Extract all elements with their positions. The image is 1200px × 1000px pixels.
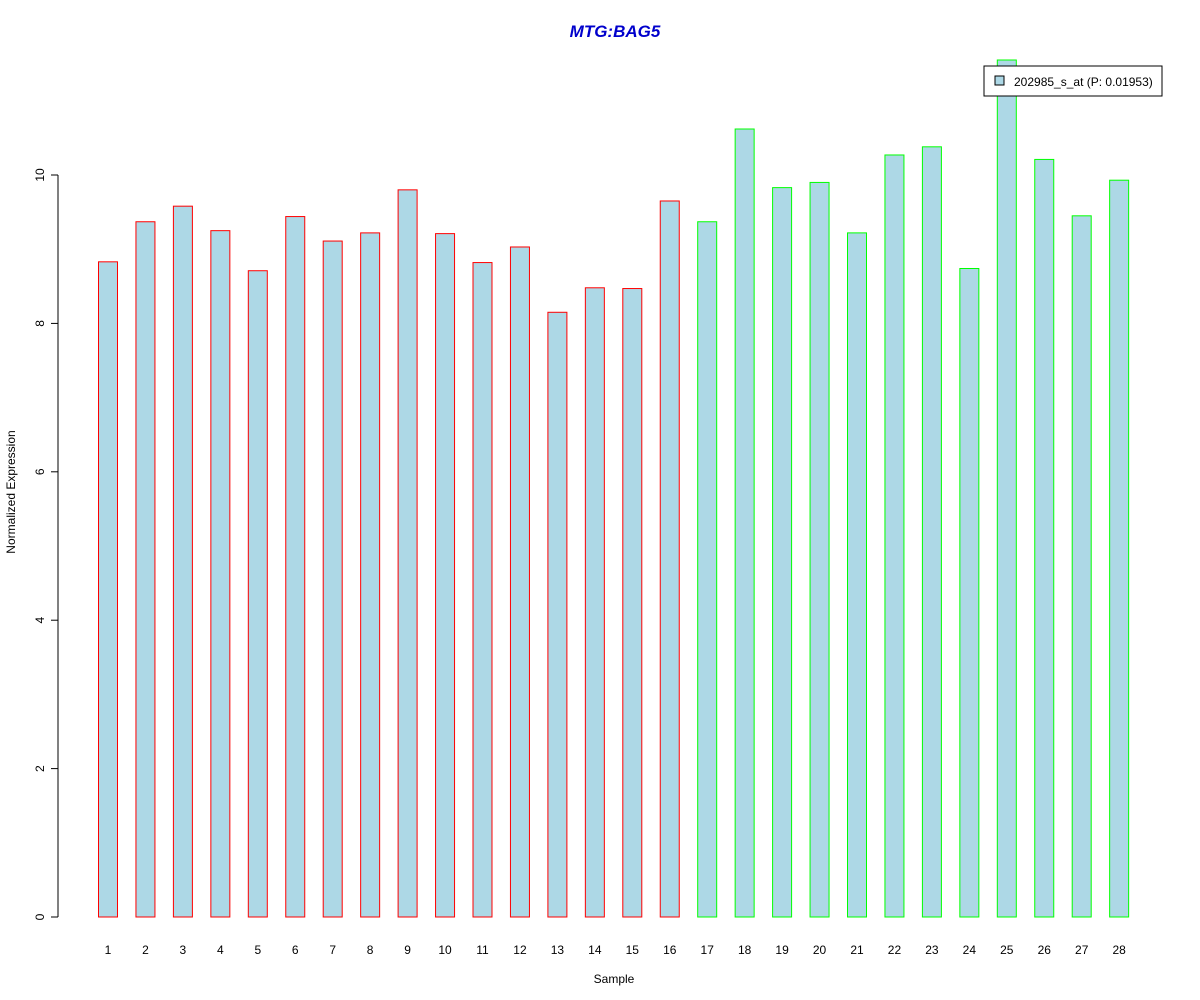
x-tick-label: 9 xyxy=(404,943,411,957)
x-tick-label: 28 xyxy=(1112,943,1126,957)
x-tick-label: 8 xyxy=(367,943,374,957)
x-tick-label: 18 xyxy=(738,943,752,957)
legend-box xyxy=(983,65,1163,97)
x-tick-label: 17 xyxy=(701,943,715,957)
y-axis: 0 2 4 6 8 10 xyxy=(33,168,59,920)
bar-sample-22 xyxy=(884,154,905,918)
y-tick-label: 8 xyxy=(33,320,47,327)
x-axis-title: Sample xyxy=(594,972,635,986)
bar-sample-21 xyxy=(847,232,867,918)
bar-sample-5 xyxy=(247,270,268,918)
x-tick-label: 4 xyxy=(217,943,224,957)
bar-sample-19 xyxy=(772,187,793,918)
y-tick-label: 10 xyxy=(33,168,47,182)
bar-sample-27 xyxy=(1071,215,1092,918)
x-tick-label: 25 xyxy=(1000,943,1014,957)
x-tick-label: 5 xyxy=(254,943,261,957)
y-tick-label: 6 xyxy=(33,468,47,475)
bar-sample-2 xyxy=(135,221,156,918)
x-tick-labels: 1 2 3 4 5 6 7 8 9 10 11 12 13 14 15 16 17 18 19 20 21 22 23 24 2… xyxy=(105,943,1126,957)
bar-sample-11 xyxy=(472,262,493,918)
x-tick-label: 7 xyxy=(329,943,336,957)
x-tick-label: 24 xyxy=(963,943,977,957)
x-tick-label: 6 xyxy=(292,943,299,957)
y-tick-label: 4 xyxy=(33,617,47,624)
bar-sample-25 xyxy=(996,59,1017,918)
bar-sample-12 xyxy=(509,246,530,918)
bar-sample-4 xyxy=(210,230,231,918)
legend-label: 202985_s_at (P: 0.01953) xyxy=(1014,75,1153,89)
y-tick-label: 0 xyxy=(33,913,47,920)
x-tick-label: 12 xyxy=(513,943,527,957)
bar-sample-1 xyxy=(98,261,118,918)
y-axis-title: Normalized Expression xyxy=(4,430,18,553)
legend-swatch xyxy=(994,75,1005,86)
y-tick-label: 2 xyxy=(33,765,47,772)
x-tick-label: 1 xyxy=(105,943,112,957)
bar-sample-24 xyxy=(959,267,980,918)
x-tick-label: 13 xyxy=(551,943,565,957)
x-tick-label: 23 xyxy=(925,943,939,957)
bar-sample-8 xyxy=(360,232,381,918)
bar-sample-14 xyxy=(584,287,605,918)
x-tick-label: 15 xyxy=(626,943,640,957)
bar-sample-16 xyxy=(659,200,680,918)
x-tick-label: 10 xyxy=(438,943,452,957)
bar-sample-23 xyxy=(921,146,942,918)
bar-sample-10 xyxy=(435,233,456,918)
x-tick-label: 20 xyxy=(813,943,827,957)
x-tick-label: 16 xyxy=(663,943,677,957)
x-tick-label: 2 xyxy=(142,943,149,957)
bar-sample-13 xyxy=(547,311,568,918)
legend: 202985_s_at (P: 0.01953) xyxy=(983,65,1163,97)
bar-sample-17 xyxy=(697,221,718,918)
bar-sample-7 xyxy=(322,240,343,918)
bar-sample-18 xyxy=(734,128,755,918)
x-tick-label: 26 xyxy=(1038,943,1052,957)
x-tick-label: 3 xyxy=(180,943,187,957)
x-tick-label: 22 xyxy=(888,943,902,957)
x-tick-label: 21 xyxy=(850,943,864,957)
bar-sample-26 xyxy=(1034,158,1055,918)
chart-title: MTG:BAG5 xyxy=(570,22,661,41)
x-tick-label: 11 xyxy=(476,943,489,957)
bars xyxy=(98,59,1130,918)
x-tick-label: 19 xyxy=(775,943,789,957)
bar-sample-20 xyxy=(809,181,830,918)
x-tick-label: 27 xyxy=(1075,943,1089,957)
bar-sample-15 xyxy=(622,288,643,918)
bar-sample-28 xyxy=(1109,179,1130,918)
bar-sample-9 xyxy=(397,189,418,918)
bar-sample-6 xyxy=(285,216,306,918)
x-tick-label: 14 xyxy=(588,943,602,957)
bar-sample-3 xyxy=(172,205,193,918)
